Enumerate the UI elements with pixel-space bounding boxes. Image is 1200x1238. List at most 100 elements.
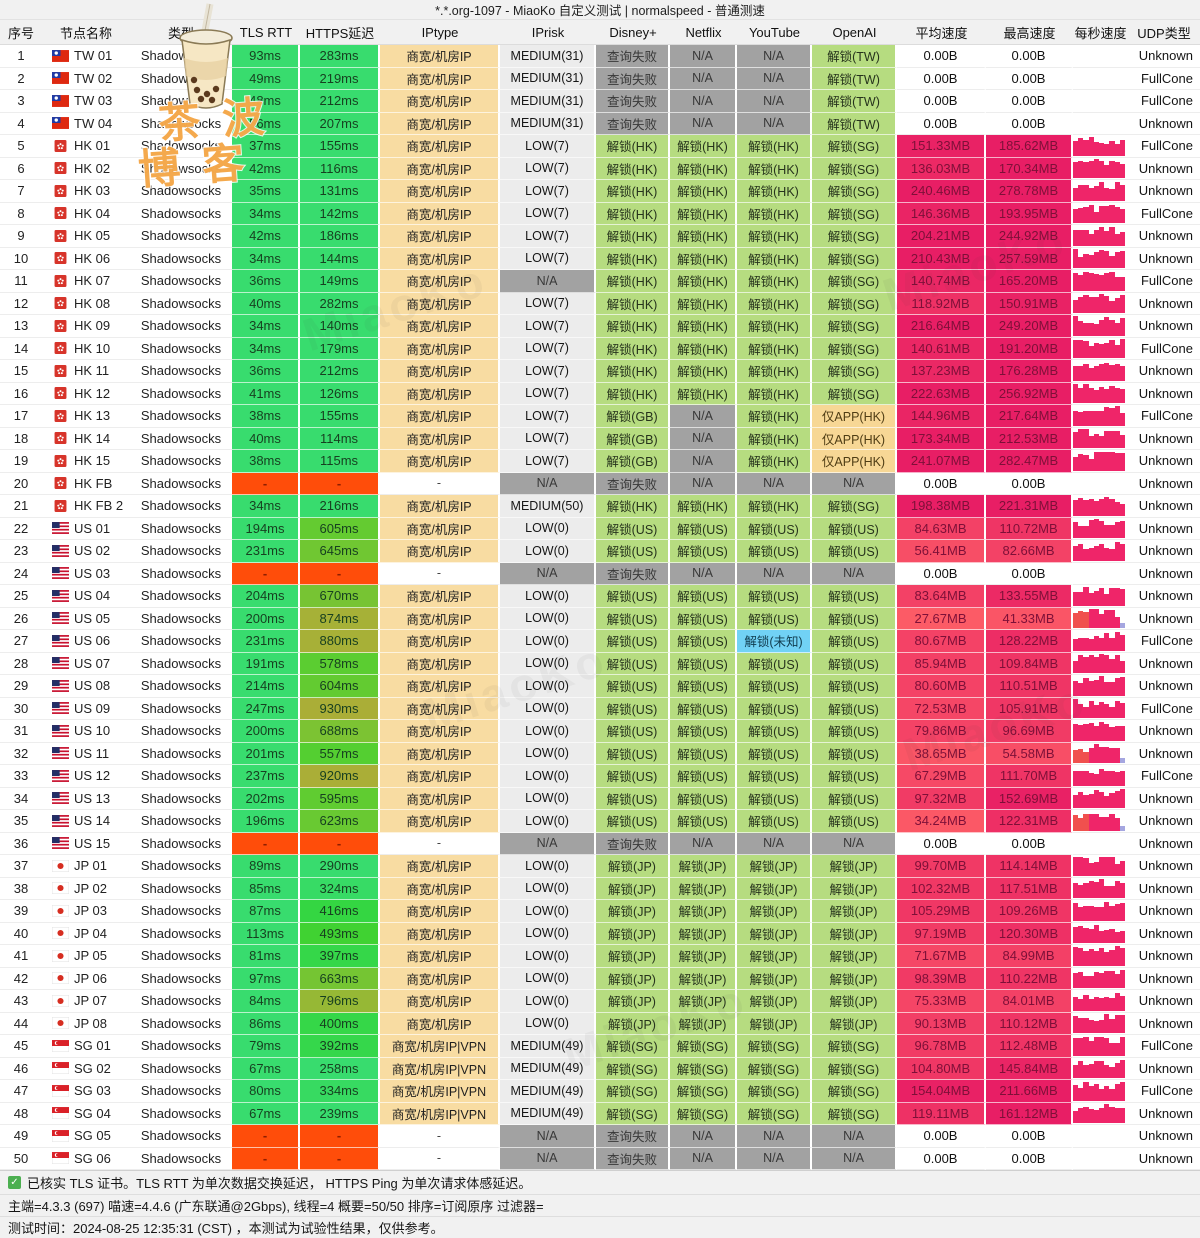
tls-rtt: 35ms <box>232 180 300 203</box>
node-name: SG 02 <box>74 1060 111 1076</box>
disney-status: 解锁(HK) <box>596 270 670 293</box>
disney-status: 解锁(GB) <box>596 450 670 473</box>
hk-flag-icon <box>52 207 69 220</box>
https-latency: 645ms <box>300 540 380 563</box>
ip-type: 商宽/机房IP <box>380 787 500 810</box>
table-row: 27 US 06 Shadowsocks 231ms 880ms 商宽/机房IP LOW(0… <box>0 630 1200 653</box>
max-speed: 110.22MB <box>986 967 1073 990</box>
netflix-status: 解锁(HK) <box>670 360 737 383</box>
avg-speed: 38.65MB <box>897 742 986 765</box>
speed-sparkline <box>1073 135 1128 158</box>
tls-rtt: 97ms <box>232 967 300 990</box>
avg-speed: 144.96MB <box>897 405 986 428</box>
avg-speed: 34.24MB <box>897 810 986 833</box>
youtube-status: N/A <box>737 1125 812 1148</box>
protocol-type: Shadowsocks <box>130 292 232 315</box>
protocol-type: Shadowsocks <box>130 1125 232 1148</box>
openai-status: N/A <box>812 562 897 585</box>
https-latency: 155ms <box>300 135 380 158</box>
speed-sparkline <box>1073 1012 1128 1035</box>
youtube-status: 解锁(US) <box>737 720 812 743</box>
avg-speed: 105.29MB <box>897 900 986 923</box>
protocol-type: Shadowsocks <box>130 337 232 360</box>
protocol-type: Shadowsocks <box>130 900 232 923</box>
protocol-type: Shadowsocks <box>130 1147 232 1170</box>
protocol-type: Shadowsocks <box>130 405 232 428</box>
https-latency: 144ms <box>300 247 380 270</box>
ip-risk: LOW(7) <box>500 450 596 473</box>
openai-status: 仅APP(HK) <box>812 427 897 450</box>
avg-speed: 0.00B <box>897 1147 986 1170</box>
avg-speed: 222.63MB <box>897 382 986 405</box>
openai-status: 解锁(US) <box>812 697 897 720</box>
node-name-cell: SG 02 <box>42 1057 130 1080</box>
disney-status: 查询失败 <box>596 45 670 68</box>
node-name: SG 01 <box>74 1038 111 1054</box>
node-name-cell: HK 02 <box>42 157 130 180</box>
ip-risk: MEDIUM(49) <box>500 1080 596 1103</box>
hk-flag-icon <box>52 432 69 445</box>
ip-type: 商宽/机房IP <box>380 135 500 158</box>
https-latency: 796ms <box>300 990 380 1013</box>
ip-risk: LOW(0) <box>500 675 596 698</box>
youtube-status: 解锁(HK) <box>737 135 812 158</box>
openai-status: 解锁(JP) <box>812 855 897 878</box>
row-index: 42 <box>0 967 42 990</box>
ip-type: - <box>380 472 500 495</box>
us-flag-icon <box>52 544 69 557</box>
tls-rtt: 231ms <box>232 540 300 563</box>
table-row: 22 US 01 Shadowsocks 194ms 605ms 商宽/机房IP LOW(0… <box>0 517 1200 540</box>
max-speed: 96.69MB <box>986 720 1073 743</box>
avg-speed: 80.60MB <box>897 675 986 698</box>
max-speed: 82.66MB <box>986 540 1073 563</box>
node-name-cell: US 14 <box>42 810 130 833</box>
disney-status: 解锁(HK) <box>596 202 670 225</box>
openai-status: 解锁(TW) <box>812 90 897 113</box>
disney-status: 解锁(SG) <box>596 1080 670 1103</box>
https-latency: - <box>300 1125 380 1148</box>
node-name: HK FB <box>74 475 113 491</box>
tls-rtt: 84ms <box>232 990 300 1013</box>
https-latency: 604ms <box>300 675 380 698</box>
ip-type: 商宽/机房IP <box>380 742 500 765</box>
ip-type: 商宽/机房IP <box>380 1012 500 1035</box>
avg-speed: 0.00B <box>897 90 986 113</box>
udp-type: Unknown <box>1128 787 1200 810</box>
tls-rtt: 87ms <box>232 900 300 923</box>
row-index: 31 <box>0 720 42 743</box>
table-row: 4 TW 04 Shadowsocks 56ms 207ms 商宽/机房IP MEDIUM(… <box>0 112 1200 135</box>
max-speed: 217.64MB <box>986 405 1073 428</box>
disney-status: 查询失败 <box>596 562 670 585</box>
avg-speed: 99.70MB <box>897 855 986 878</box>
speed-sparkline <box>1073 112 1128 135</box>
max-speed: 128.22MB <box>986 630 1073 653</box>
youtube-status: 解锁(JP) <box>737 990 812 1013</box>
column-header: Netflix <box>685 24 722 40</box>
https-latency: 324ms <box>300 877 380 900</box>
netflix-status: N/A <box>670 1147 737 1170</box>
ip-type: 商宽/机房IP <box>380 990 500 1013</box>
youtube-status: 解锁(US) <box>737 607 812 630</box>
ip-type: 商宽/机房IP <box>380 427 500 450</box>
node-name: HK 11 <box>74 363 110 379</box>
netflix-status: 解锁(JP) <box>670 945 737 968</box>
netflix-status: 解锁(US) <box>670 742 737 765</box>
speed-sparkline <box>1073 607 1128 630</box>
ip-risk: MEDIUM(31) <box>500 67 596 90</box>
row-index: 9 <box>0 225 42 248</box>
node-name: TW 02 <box>74 70 113 86</box>
hk-flag-icon <box>52 499 69 512</box>
node-name-cell: HK 08 <box>42 292 130 315</box>
openai-status: 解锁(JP) <box>812 945 897 968</box>
node-name-cell: HK 06 <box>42 247 130 270</box>
node-name-cell: US 07 <box>42 652 130 675</box>
ip-type: 商宽/机房IP <box>380 45 500 68</box>
node-name-cell: HK FB <box>42 472 130 495</box>
netflix-status: 解锁(US) <box>670 607 737 630</box>
openai-status: 解锁(JP) <box>812 877 897 900</box>
speed-sparkline <box>1073 292 1128 315</box>
openai-status: 解锁(US) <box>812 630 897 653</box>
avg-speed: 140.61MB <box>897 337 986 360</box>
ip-risk: LOW(7) <box>500 315 596 338</box>
ip-risk: MEDIUM(49) <box>500 1035 596 1058</box>
